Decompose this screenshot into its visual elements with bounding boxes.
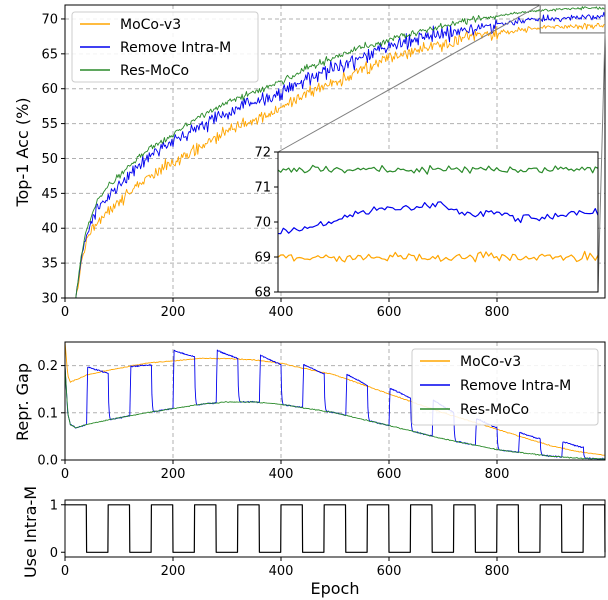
legend-entry-label: Remove Intra-M [120, 40, 231, 56]
series-line-remove-intra-m [75, 11, 605, 298]
top1-legend: MoCo-v3 Remove Intra-M Res-MoCo [71, 11, 259, 83]
x-tick-label: 200 [161, 564, 186, 579]
gap-series-line-res-moco [65, 365, 605, 460]
gap-axes-frame [64, 341, 606, 461]
y-tick-label: 45 [41, 187, 58, 202]
xlabel-epoch: Epoch [311, 579, 360, 598]
x-tick-label: 0 [61, 467, 69, 482]
legend-entry-label: Res-MoCo [460, 402, 529, 418]
use-series [64, 504, 606, 553]
top1-ylabel: Top-1 Acc (%) [13, 97, 32, 207]
y-tick-label: 0.1 [37, 406, 58, 421]
inset-background [278, 152, 598, 292]
y-tick-label: 30 [41, 292, 58, 307]
inset-y-tick-label: 71 [254, 181, 271, 196]
y-tick-label: 70 [41, 12, 58, 27]
use-ticks: 0 200 400 600 800 0 1 [50, 498, 510, 579]
x-tick-label: 400 [269, 564, 294, 579]
inset-y-tick-label: 70 [254, 216, 271, 231]
zoom-connector-line [277, 4, 541, 153]
zoom-connector-line [597, 32, 606, 293]
y-tick-label: 55 [41, 117, 58, 132]
repr-gap-panel: 0 200 400 600 800 0.0 0.1 0.2 Repr. Gap MoCo-v3… [13, 341, 606, 482]
legend-entry-label: MoCo-v3 [460, 354, 521, 370]
y-tick-label: 35 [41, 257, 58, 272]
series-line-res-moco [75, 6, 605, 298]
inset-zoom-indicator [277, 4, 606, 293]
y-tick-label: 60 [41, 82, 58, 97]
x-tick-label: 600 [377, 305, 402, 320]
x-tick-label: 400 [269, 305, 294, 320]
x-tick-label: 800 [485, 564, 510, 579]
use-axes-frame [64, 499, 606, 558]
zoom-region-box [539, 4, 606, 34]
inset-series-line-remove-intra-m [278, 201, 598, 235]
y-tick-label: 0.0 [37, 454, 58, 469]
top1-ticks: 0 200 400 600 800 30 35 40 45 50 55 60 65 70 [41, 12, 509, 320]
inset-y-tick-label: 69 [254, 251, 271, 266]
series-line-moco-v3 [75, 22, 605, 297]
top1-series [75, 6, 605, 298]
use-intra-m-square-wave [64, 504, 606, 553]
inset-ticks: 68 69 70 71 72 [254, 146, 278, 301]
y-tick-label: 0.2 [37, 359, 58, 374]
gap-legend: MoCo-v3 Remove Intra-M Res-MoCo [411, 348, 599, 426]
gap-series-line-moco-v3 [65, 342, 605, 456]
legend-entry-label: Res-MoCo [120, 63, 189, 79]
x-tick-label: 200 [161, 305, 186, 320]
x-tick-label: 0 [61, 305, 69, 320]
x-tick-label: 800 [485, 305, 510, 320]
y-tick-label: 0 [50, 546, 58, 561]
use-ylabel: Use Intra-M [21, 486, 40, 578]
inset-y-tick-label: 72 [254, 146, 271, 161]
top1-inset: 68 69 70 71 72 [254, 146, 599, 301]
x-tick-label: 0 [61, 564, 69, 579]
y-tick-label: 1 [50, 498, 58, 513]
gap-ylabel: Repr. Gap [13, 363, 32, 441]
y-tick-label: 40 [41, 222, 58, 237]
gap-legend-box [411, 348, 599, 426]
inset-series [278, 164, 598, 263]
x-tick-label: 600 [377, 564, 402, 579]
top1-legend-box [71, 11, 259, 83]
inset-series-line-res-moco [278, 164, 598, 175]
gap-series [65, 342, 605, 460]
x-tick-label: 400 [269, 467, 294, 482]
gap-ticks: 0 200 400 600 800 0.0 0.1 0.2 [37, 359, 509, 482]
use-intra-m-panel: 0 200 400 600 800 0 1 Use Intra-M Epoch [21, 486, 606, 598]
y-tick-label: 50 [41, 152, 58, 167]
x-tick-label: 800 [485, 467, 510, 482]
x-tick-label: 200 [161, 467, 186, 482]
x-tick-label: 600 [377, 467, 402, 482]
legend-entry-label: MoCo-v3 [120, 17, 181, 33]
top1-axes-frame [64, 4, 606, 299]
top1-accuracy-panel: 0 200 400 600 800 30 35 40 45 50 55 60 65 70 Top-1 Ac… [13, 4, 606, 320]
inset-y-tick-label: 68 [254, 286, 271, 301]
inset-series-line-moco-v3 [278, 250, 598, 263]
y-tick-label: 65 [41, 47, 58, 62]
legend-entry-label: Remove Intra-M [460, 378, 571, 394]
